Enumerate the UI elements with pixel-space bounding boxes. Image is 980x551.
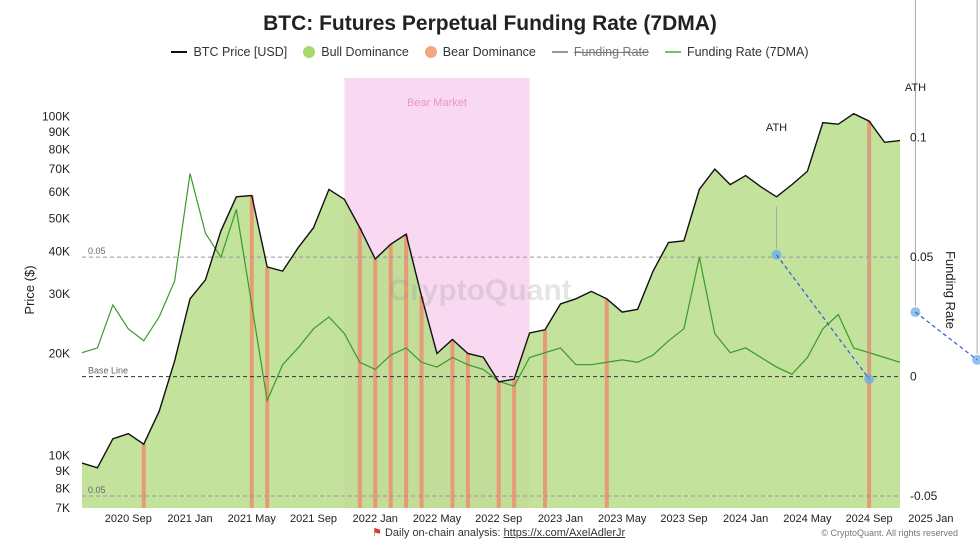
bear-dominance-stripe	[357, 227, 362, 508]
legend-item[interactable]: Funding Rate	[551, 45, 649, 59]
y2-tick-label: 0.1	[910, 131, 927, 145]
x-tick-label: 2025 Jan	[908, 513, 953, 525]
bear-dominance-stripe	[265, 266, 270, 508]
legend-item[interactable]: BTC Price [USD]	[171, 45, 287, 59]
legend-swatch	[424, 46, 437, 58]
x-tick-label: 2024 Sep	[846, 513, 893, 525]
legend-swatch	[551, 51, 568, 53]
x-tick-label: 2021 Sep	[290, 513, 337, 525]
x-tick-label: 2021 May	[228, 513, 277, 525]
footer-note: ⚑ Daily on-chain analysis: https://x.com…	[372, 526, 625, 539]
bear-dominance-stripe	[512, 379, 517, 508]
y-tick-label: 10K	[49, 449, 70, 463]
x-tick-label: 2022 May	[413, 513, 462, 525]
y-tick-label: 80K	[49, 142, 70, 156]
ath-marker	[972, 354, 980, 365]
flag-icon: ⚑	[372, 527, 382, 539]
reference-line-label: 0.05	[88, 246, 106, 256]
x-tick-label: 2024 May	[783, 513, 832, 525]
x-tick-label: 2022 Jan	[353, 513, 398, 525]
footer-prefix: Daily on-chain analysis:	[384, 527, 504, 539]
reference-line-label: Base Line	[88, 366, 128, 376]
y-tick-label: 9K	[55, 464, 70, 478]
chart-legend: BTC Price [USD] Bull Dominance Bear Domina…	[0, 45, 980, 59]
y-tick-label: 20K	[49, 346, 70, 360]
bear-dominance-stripe	[404, 234, 409, 508]
y2-tick-label: -0.05	[910, 489, 938, 503]
y-tick-label: 70K	[49, 162, 70, 176]
legend-label: Funding Rate (7DMA)	[686, 45, 809, 59]
bear-dominance-stripe	[543, 329, 548, 508]
legend-item[interactable]: Bear Dominance	[424, 45, 536, 59]
legend-label: Bull Dominance	[321, 45, 409, 59]
x-tick-label: 2021 Jan	[167, 513, 212, 525]
chart-title: BTC: Futures Perpetual Funding Rate (7DM…	[263, 12, 717, 35]
bear-dominance-stripe	[249, 195, 254, 509]
trend-arrow	[915, 311, 978, 361]
legend-label: Bear Dominance	[442, 45, 536, 59]
y-tick-label: 100K	[42, 110, 70, 124]
bear-dominance-stripe	[496, 381, 501, 508]
funding-rate-line	[81, 173, 901, 403]
legend-item[interactable]: Funding Rate (7DMA)	[664, 45, 809, 59]
x-tick-label: 2024 Jan	[723, 513, 768, 525]
annotation-label: Bear Market	[407, 97, 467, 109]
y-tick-label: 50K	[49, 212, 70, 226]
bear-dominance-stripe	[141, 444, 146, 508]
y-axis-label: Price ($)	[22, 265, 37, 314]
y2-tick-label: 0.05	[910, 250, 934, 264]
y-tick-label: 90K	[49, 125, 70, 139]
legend-label: BTC Price [USD]	[193, 45, 288, 59]
btc-price-line	[81, 112, 901, 469]
y-tick-label: 40K	[49, 244, 70, 258]
y2-axis-label: Funding Rate	[943, 251, 958, 329]
bear-dominance-stripe	[465, 353, 470, 508]
bull-dominance-area	[82, 113, 900, 509]
legend-item[interactable]: Bull Dominance	[303, 45, 409, 59]
x-tick-label: 2023 Jan	[538, 513, 583, 525]
legend-swatch	[171, 51, 188, 53]
legend-label: Funding Rate	[573, 45, 649, 59]
bear-dominance-stripe	[419, 296, 424, 508]
legend-swatch	[303, 46, 316, 58]
x-tick-label: 2020 Sep	[105, 513, 152, 525]
y-tick-label: 7K	[55, 501, 70, 515]
watermark-text: CryptoQuant	[388, 274, 571, 307]
x-tick-label: 2023 May	[598, 513, 647, 525]
y-tick-label: 8K	[55, 481, 70, 495]
y-tick-label: 30K	[49, 287, 70, 301]
annotation-label: ATH	[905, 82, 926, 94]
reference-line-label: 0.05	[88, 485, 106, 495]
copyright-text: © CryptoQuant. All rights reserved	[821, 528, 958, 538]
x-tick-label: 2022 Sep	[475, 513, 522, 525]
footer-link[interactable]: https://x.com/AxelAdlerJr	[503, 527, 626, 539]
y-tick-label: 60K	[49, 185, 70, 199]
annotation-label: ATH	[766, 122, 787, 134]
y2-tick-label: 0	[910, 370, 917, 384]
bear-dominance-stripe	[373, 259, 378, 508]
trend-arrow	[776, 254, 870, 380]
bear-dominance-stripe	[604, 298, 609, 508]
legend-swatch	[664, 51, 681, 53]
x-tick-label: 2023 Sep	[660, 513, 707, 525]
bear-dominance-stripe	[450, 339, 455, 508]
